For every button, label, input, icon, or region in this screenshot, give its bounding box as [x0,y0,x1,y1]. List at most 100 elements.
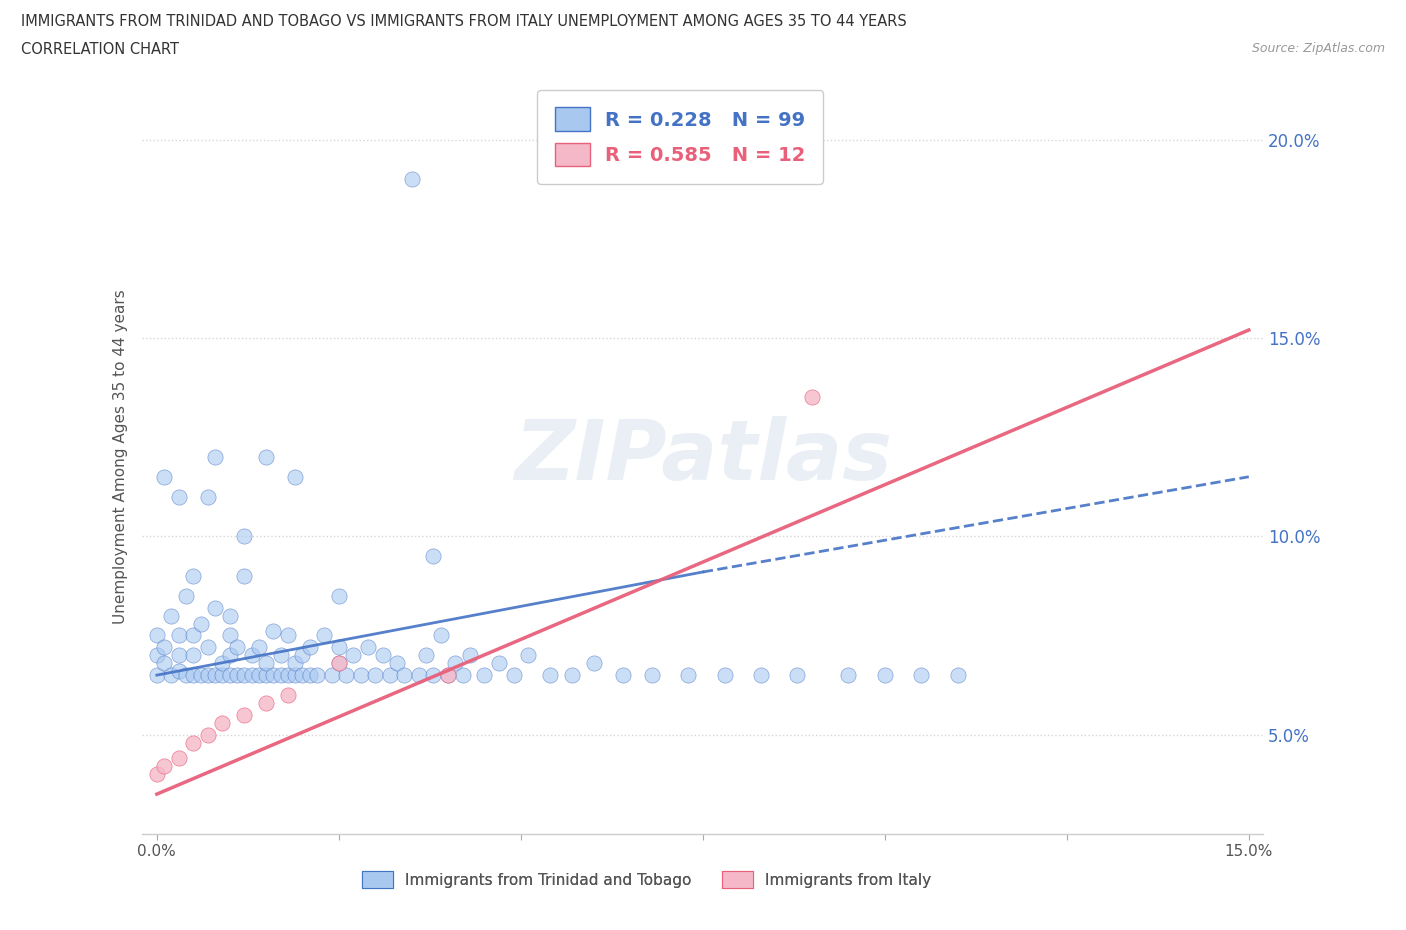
Immigrants from Trinidad and Tobago [328,640,350,655]
Immigrants from Trinidad and Tobago [350,668,373,683]
Immigrants from Trinidad and Tobago [262,668,284,683]
Immigrants from Trinidad and Tobago [713,668,735,683]
Immigrants from Italy [328,656,350,671]
Immigrants from Trinidad and Tobago [254,668,277,683]
Immigrants from Trinidad and Tobago [181,568,204,583]
Immigrants from Trinidad and Tobago [451,668,474,683]
Immigrants from Trinidad and Tobago [211,668,233,683]
Immigrants from Trinidad and Tobago [429,628,451,643]
Immigrants from Trinidad and Tobago [422,668,444,683]
Immigrants from Trinidad and Tobago [211,656,233,671]
Immigrants from Italy [437,668,460,683]
Immigrants from Trinidad and Tobago [328,589,350,604]
Legend: Immigrants from Trinidad and Tobago, Immigrants from Italy: Immigrants from Trinidad and Tobago, Imm… [356,865,938,894]
Immigrants from Trinidad and Tobago [342,648,364,663]
Immigrants from Trinidad and Tobago [254,449,277,464]
Immigrants from Trinidad and Tobago [270,668,292,683]
Immigrants from Trinidad and Tobago [197,640,219,655]
Immigrants from Trinidad and Tobago [837,668,859,683]
Immigrants from Trinidad and Tobago [378,668,401,683]
Immigrants from Trinidad and Tobago [262,624,284,639]
Immigrants from Trinidad and Tobago [167,489,190,504]
Text: Source: ZipAtlas.com: Source: ZipAtlas.com [1251,42,1385,55]
Immigrants from Trinidad and Tobago [181,628,204,643]
Immigrants from Trinidad and Tobago [153,656,176,671]
Immigrants from Trinidad and Tobago [233,668,256,683]
Immigrants from Trinidad and Tobago [408,668,430,683]
Immigrants from Trinidad and Tobago [444,656,467,671]
Immigrants from Trinidad and Tobago [488,656,510,671]
Immigrants from Trinidad and Tobago [385,656,408,671]
Immigrants from Trinidad and Tobago [946,668,969,683]
Text: CORRELATION CHART: CORRELATION CHART [21,42,179,57]
Immigrants from Trinidad and Tobago [218,648,240,663]
Immigrants from Trinidad and Tobago [204,600,226,615]
Immigrants from Trinidad and Tobago [401,172,423,187]
Immigrants from Trinidad and Tobago [174,668,197,683]
Immigrants from Trinidad and Tobago [226,640,249,655]
Immigrants from Trinidad and Tobago [190,616,212,631]
Immigrants from Trinidad and Tobago [291,668,314,683]
Immigrants from Trinidad and Tobago [197,489,219,504]
Immigrants from Trinidad and Tobago [160,668,183,683]
Immigrants from Trinidad and Tobago [153,640,176,655]
Immigrants from Trinidad and Tobago [910,668,932,683]
Immigrants from Trinidad and Tobago [422,549,444,564]
Immigrants from Trinidad and Tobago [204,668,226,683]
Immigrants from Trinidad and Tobago [582,656,605,671]
Immigrants from Trinidad and Tobago [204,449,226,464]
Immigrants from Trinidad and Tobago [678,668,700,683]
Immigrants from Trinidad and Tobago [146,628,169,643]
Immigrants from Trinidad and Tobago [517,648,540,663]
Immigrants from Trinidad and Tobago [218,628,240,643]
Immigrants from Trinidad and Tobago [270,648,292,663]
Immigrants from Trinidad and Tobago [749,668,772,683]
Immigrants from Trinidad and Tobago [167,664,190,679]
Immigrants from Italy [277,687,299,702]
Immigrants from Italy [153,759,176,774]
Immigrants from Trinidad and Tobago [247,640,270,655]
Immigrants from Trinidad and Tobago [321,668,343,683]
Immigrants from Trinidad and Tobago [538,668,561,683]
Immigrants from Trinidad and Tobago [357,640,380,655]
Immigrants from Trinidad and Tobago [190,668,212,683]
Immigrants from Trinidad and Tobago [394,668,416,683]
Immigrants from Italy [254,696,277,711]
Immigrants from Italy [181,735,204,750]
Immigrants from Trinidad and Tobago [284,668,307,683]
Immigrants from Trinidad and Tobago [254,656,277,671]
Immigrants from Trinidad and Tobago [284,470,307,485]
Immigrants from Trinidad and Tobago [226,668,249,683]
Immigrants from Trinidad and Tobago [174,589,197,604]
Immigrants from Trinidad and Tobago [502,668,524,683]
Immigrants from Italy [801,390,824,405]
Immigrants from Trinidad and Tobago [335,668,357,683]
Immigrants from Trinidad and Tobago [240,668,263,683]
Immigrants from Trinidad and Tobago [437,668,460,683]
Immigrants from Trinidad and Tobago [181,648,204,663]
Immigrants from Trinidad and Tobago [873,668,896,683]
Immigrants from Trinidad and Tobago [786,668,808,683]
Immigrants from Trinidad and Tobago [233,568,256,583]
Immigrants from Italy [211,715,233,730]
Immigrants from Italy [197,727,219,742]
Immigrants from Trinidad and Tobago [146,648,169,663]
Text: IMMIGRANTS FROM TRINIDAD AND TOBAGO VS IMMIGRANTS FROM ITALY UNEMPLOYMENT AMONG : IMMIGRANTS FROM TRINIDAD AND TOBAGO VS I… [21,14,907,29]
Immigrants from Trinidad and Tobago [277,628,299,643]
Immigrants from Trinidad and Tobago [240,648,263,663]
Immigrants from Trinidad and Tobago [314,628,336,643]
Immigrants from Trinidad and Tobago [641,668,664,683]
Immigrants from Trinidad and Tobago [247,668,270,683]
Immigrants from Italy [146,767,169,782]
Immigrants from Trinidad and Tobago [371,648,394,663]
Immigrants from Trinidad and Tobago [291,648,314,663]
Text: ZIPatlas: ZIPatlas [513,417,891,498]
Immigrants from Trinidad and Tobago [167,628,190,643]
Immigrants from Trinidad and Tobago [153,470,176,485]
Immigrants from Trinidad and Tobago [284,656,307,671]
Y-axis label: Unemployment Among Ages 35 to 44 years: Unemployment Among Ages 35 to 44 years [114,289,128,624]
Immigrants from Trinidad and Tobago [328,656,350,671]
Immigrants from Trinidad and Tobago [364,668,387,683]
Immigrants from Trinidad and Tobago [167,648,190,663]
Immigrants from Trinidad and Tobago [298,668,321,683]
